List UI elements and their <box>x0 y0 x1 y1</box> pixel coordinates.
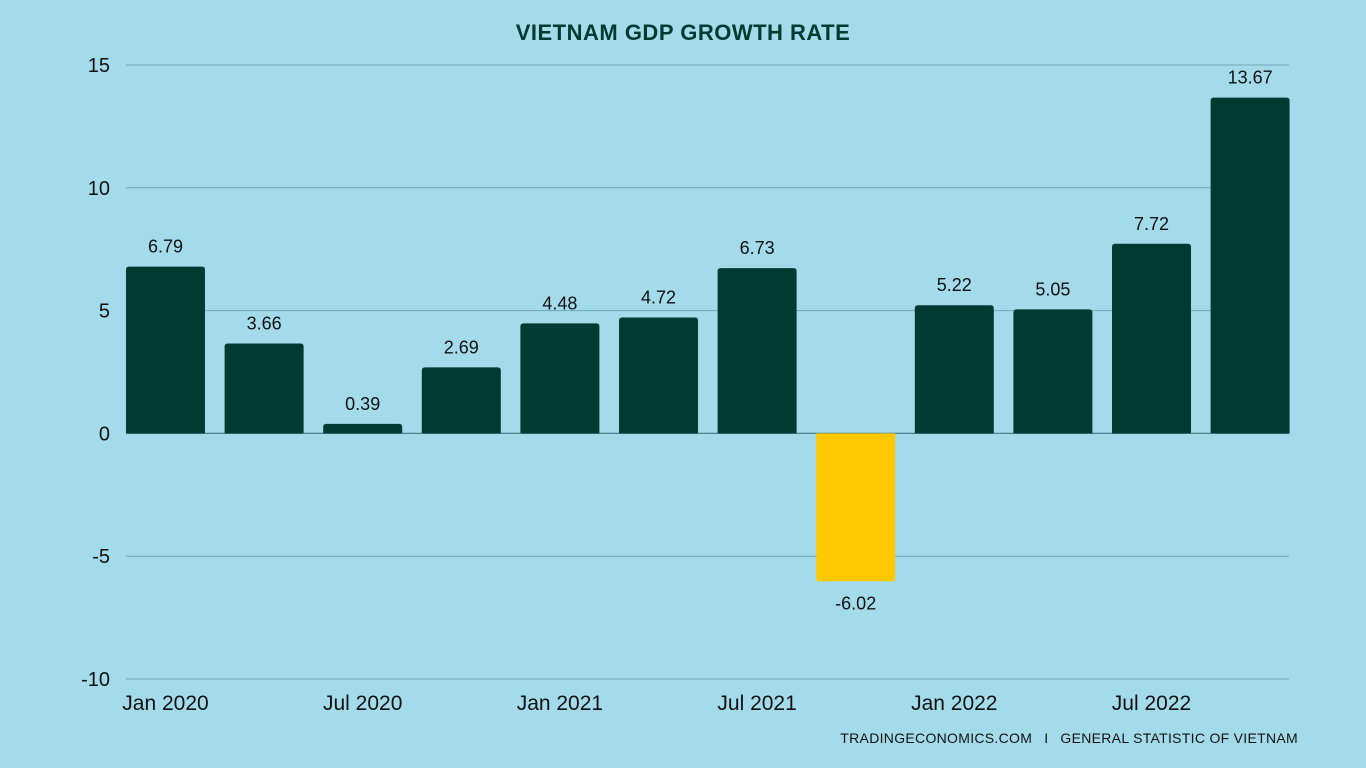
x-tick-label: Jul 2022 <box>1112 692 1191 715</box>
data-label: 5.05 <box>1035 279 1070 299</box>
bar <box>914 305 994 434</box>
data-label: 2.69 <box>444 337 479 357</box>
data-label: 3.66 <box>247 314 282 334</box>
data-label: 4.72 <box>641 287 676 307</box>
bar <box>619 317 698 434</box>
y-tick-label: 15 <box>88 55 110 77</box>
y-tick-label: -5 <box>92 546 110 568</box>
x-tick-label: Jan 2022 <box>911 692 997 715</box>
x-tick-label: Jan 2020 <box>122 692 208 715</box>
bar <box>816 433 896 582</box>
source-separator: I <box>1044 730 1049 746</box>
bar <box>520 323 600 434</box>
bar <box>323 423 403 434</box>
bar <box>224 343 304 434</box>
bar-layer <box>126 97 1290 582</box>
data-label: 5.22 <box>937 275 972 295</box>
y-tick-label: -10 <box>81 669 110 691</box>
data-label: 13.67 <box>1228 68 1273 88</box>
bar <box>421 367 501 434</box>
grid-layer <box>126 64 1289 680</box>
bar <box>126 266 205 434</box>
bar <box>1112 243 1191 434</box>
data-label: 0.39 <box>345 394 380 414</box>
source-left: TRADINGECONOMICS.COM <box>840 730 1033 746</box>
data-label: 4.48 <box>542 293 577 313</box>
x-tick-label: Jul 2020 <box>323 692 402 715</box>
data-label: 6.73 <box>740 238 775 258</box>
y-tick-label: 5 <box>99 301 110 323</box>
data-label: 6.79 <box>148 237 183 257</box>
data-label: 7.72 <box>1134 214 1169 234</box>
source-note: TRADINGECONOMICS.COM I GENERAL STATISTIC O… <box>840 730 1298 746</box>
x-tick-label: Jul 2021 <box>717 692 796 715</box>
y-tick-label: 10 <box>88 178 110 200</box>
bar <box>1210 97 1290 434</box>
y-tick-label: 0 <box>99 423 110 445</box>
source-right: GENERAL STATISTIC OF VIETNAM <box>1060 730 1298 746</box>
label-layer: 15 10 5 0 -5 -10 6.79 3.66 0.39 2.69 4.48 4.72 6.73 -… <box>81 55 1273 715</box>
chart-title: VIETNAM GDP GROWTH RATE <box>515 20 851 45</box>
bar <box>717 268 797 434</box>
x-tick-label: Jan 2021 <box>517 692 603 715</box>
data-label: -6.02 <box>835 593 876 613</box>
bar <box>1013 309 1093 434</box>
